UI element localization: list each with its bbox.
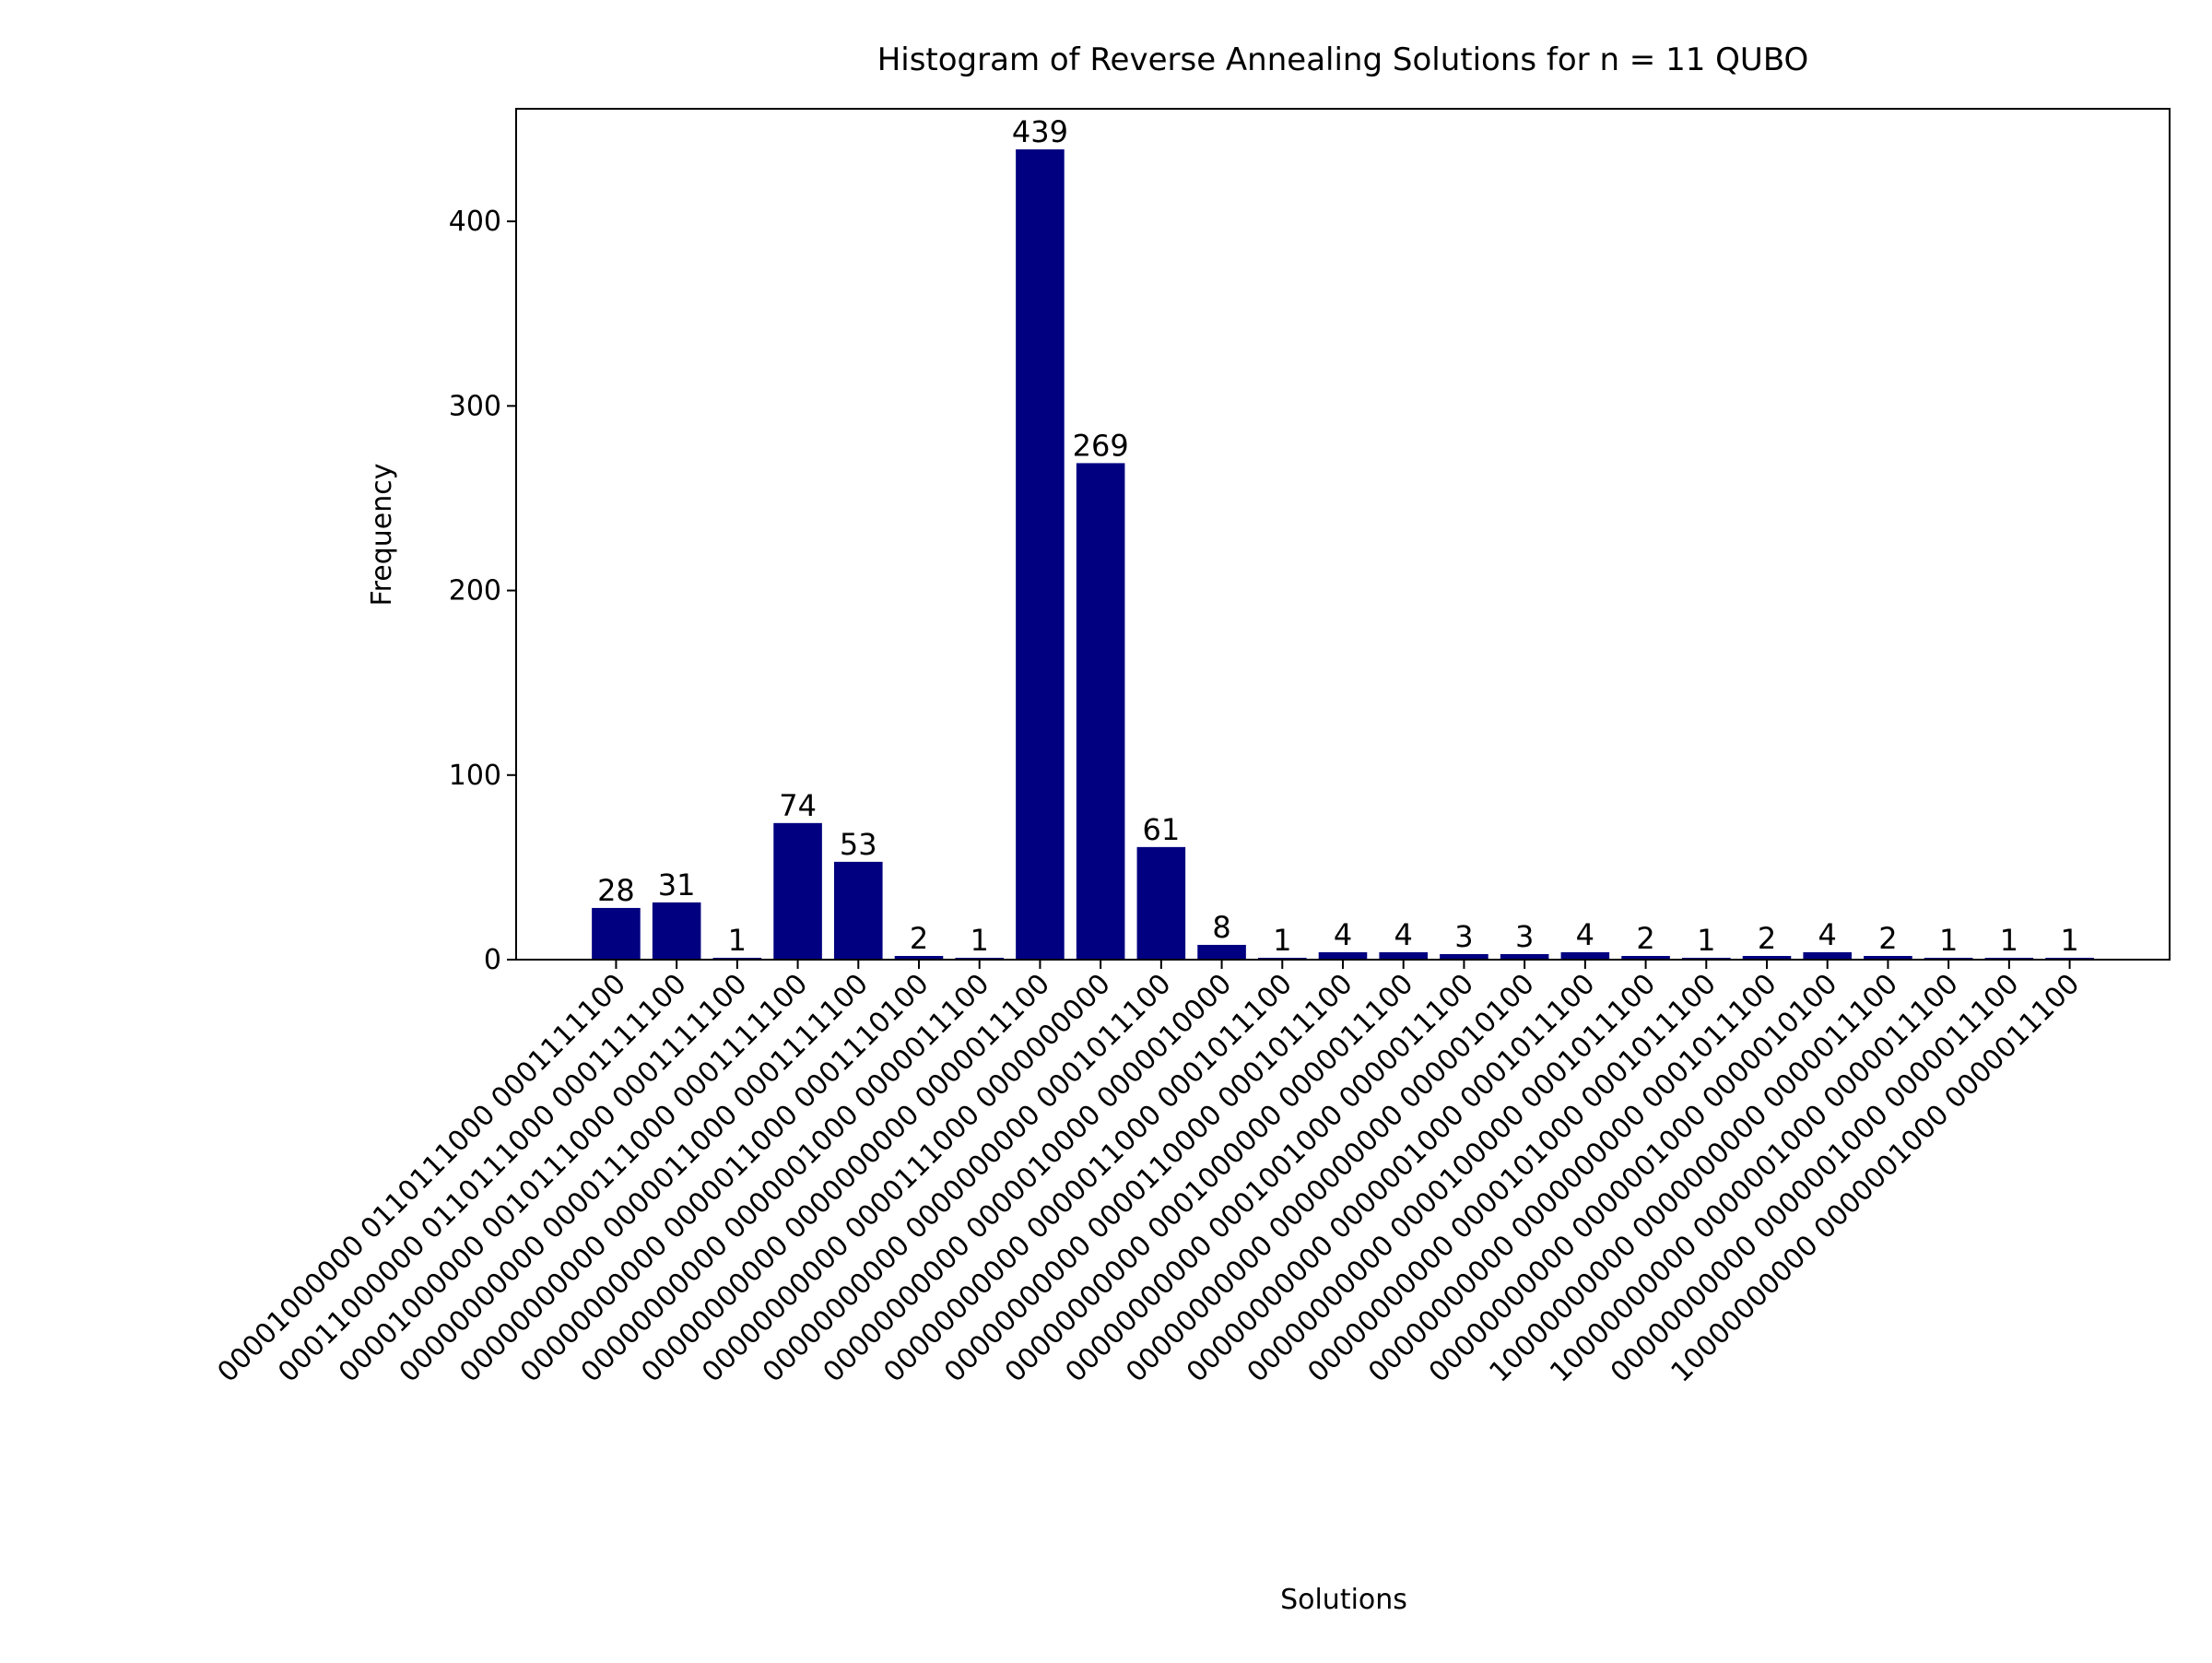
bar [652,902,701,960]
value-label: 4 [1334,917,1352,952]
value-label: 74 [779,788,817,823]
bar [1803,951,1852,960]
value-label: 31 [658,867,696,902]
y-tick-label: 100 [449,760,501,792]
bar [1197,944,1246,960]
value-label: 2 [1878,921,1897,956]
plot-frame [515,108,2171,961]
bar [1258,957,1307,960]
bar [773,822,822,960]
bar [1621,955,1670,960]
bar [1440,953,1488,960]
y-tick-label: 300 [449,390,501,422]
value-label: 439 [1012,114,1068,149]
value-label: 2 [910,921,928,956]
value-label: 4 [1394,917,1413,952]
value-label: 269 [1073,428,1129,463]
value-label: 4 [1576,917,1594,952]
value-label: 1 [728,923,747,958]
value-label: 3 [1454,919,1473,954]
bar [1076,463,1125,960]
value-label: 1 [1697,923,1715,958]
bar [1924,957,1973,960]
bar [2045,957,2094,960]
bar [1016,149,1065,960]
value-label: 53 [840,827,877,862]
bar [834,861,883,960]
bar [1318,951,1368,960]
x-axis-label: Solutions [1280,1584,1407,1616]
chart-title: Histogram of Reverse Annealing Solutions… [877,41,1809,78]
y-axis-label: Frequency [366,464,398,607]
value-label: 1 [1273,923,1291,958]
y-tick-label: 200 [449,575,501,607]
value-label: 1 [1939,923,1958,958]
value-label: 28 [597,873,635,908]
value-label: 4 [1818,917,1837,952]
bar [1984,957,2034,960]
bar [712,957,762,960]
bar [894,955,944,960]
value-label: 8 [1212,910,1230,945]
bar [1379,951,1428,960]
bar [1560,951,1610,960]
value-label: 1 [971,923,989,958]
bar [1864,955,1912,960]
y-tick-label: 400 [449,206,501,238]
bar [1500,953,1549,960]
bar [1682,957,1731,960]
value-label: 3 [1515,919,1534,954]
bar [955,957,1004,960]
bar [1136,846,1186,960]
y-tick-label: 0 [484,944,501,976]
value-label: 1 [2060,923,2078,958]
value-label: 2 [1636,921,1654,956]
value-label: 2 [1758,921,1776,956]
bar [1742,955,1792,960]
bar [592,907,641,960]
value-label: 1 [2000,923,2018,958]
value-label: 61 [1142,812,1180,847]
